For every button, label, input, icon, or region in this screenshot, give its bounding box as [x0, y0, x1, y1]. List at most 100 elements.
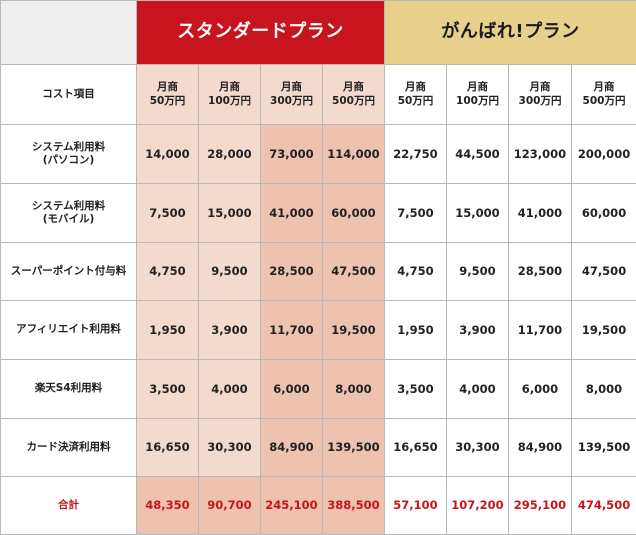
col-line1: 月商: [137, 81, 198, 94]
standard-cost-cell: 114,000: [323, 125, 385, 184]
cost-item-label: アフィリエイト利用料: [1, 301, 137, 360]
ganbare-cost-cell: 8,000: [572, 360, 636, 419]
col-line1: 月商: [323, 81, 384, 94]
ganbare-plan-header: がんばれ!プラン: [385, 1, 636, 65]
total-cell: 57,100: [385, 477, 447, 535]
standard-cost-cell: 11,700: [261, 301, 323, 360]
total-row: 合計 48,350 90,700 245,100 388,500 57,100 …: [1, 477, 636, 535]
standard-cost-cell: 1,950: [137, 301, 199, 360]
standard-cost-cell: 8,000: [323, 360, 385, 419]
standard-cost-cell: 6,000: [261, 360, 323, 419]
cost-item-name: 楽天S4利用料: [1, 382, 136, 395]
total-cell: 107,200: [447, 477, 509, 535]
col-line2: 300万円: [509, 95, 571, 108]
cost-item-name: システム利用料: [1, 141, 136, 154]
cost-item-name: システム利用料: [1, 200, 136, 213]
cost-item-subname: (モバイル): [1, 213, 136, 226]
col-line1: 月商: [385, 81, 446, 94]
standard-cost-cell: 139,500: [323, 419, 385, 477]
cost-item-label: システム利用料(パソコン): [1, 125, 137, 184]
ganbare-cost-cell: 3,900: [447, 301, 509, 360]
standard-cost-cell: 14,000: [137, 125, 199, 184]
plan-header-row: スタンダードプラン がんばれ!プラン: [1, 1, 636, 65]
cost-item-label: スーパーポイント付与料: [1, 243, 137, 301]
cost-item-label: システム利用料(モバイル): [1, 184, 137, 243]
ganbare-cost-cell: 9,500: [447, 243, 509, 301]
ganbare-cost-cell: 30,300: [447, 419, 509, 477]
ganbare-cost-cell: 123,000: [509, 125, 572, 184]
total-cell: 474,500: [572, 477, 636, 535]
col-line1: 月商: [261, 81, 322, 94]
ganbare-cost-cell: 6,000: [509, 360, 572, 419]
ganbare-cost-cell: 19,500: [572, 301, 636, 360]
standard-cost-cell: 4,000: [199, 360, 261, 419]
standard-cost-cell: 3,500: [137, 360, 199, 419]
ganbare-cost-cell: 15,000: [447, 184, 509, 243]
ganbare-cost-cell: 3,500: [385, 360, 447, 419]
cost-item-name: アフィリエイト利用料: [1, 323, 136, 336]
standard-cost-cell: 19,500: [323, 301, 385, 360]
ganbare-cost-cell: 7,500: [385, 184, 447, 243]
cost-item-name: カード決済利用料: [1, 441, 136, 454]
standard-cost-cell: 4,750: [137, 243, 199, 301]
cost-item-header: コスト項目: [1, 65, 137, 125]
standard-cost-cell: 84,900: [261, 419, 323, 477]
standard-cost-cell: 15,000: [199, 184, 261, 243]
standard-plan-header: スタンダードプラン: [137, 1, 385, 65]
col-line2: 50万円: [385, 95, 446, 108]
standard-cost-cell: 60,000: [323, 184, 385, 243]
cost-item-name: スーパーポイント付与料: [1, 265, 136, 278]
col-line1: 月商: [199, 81, 260, 94]
ganbare-cost-cell: 60,000: [572, 184, 636, 243]
col-line2: 50万円: [137, 95, 198, 108]
total-cell: 90,700: [199, 477, 261, 535]
total-cell: 388,500: [323, 477, 385, 535]
corner-cell: [1, 1, 137, 65]
standard-cost-cell: 28,500: [261, 243, 323, 301]
ganbare-cost-cell: 44,500: [447, 125, 509, 184]
col-line2: 500万円: [323, 95, 384, 108]
standard-cost-cell: 3,900: [199, 301, 261, 360]
ganbare-cost-cell: 4,000: [447, 360, 509, 419]
ganbare-cost-cell: 200,000: [572, 125, 636, 184]
col-line2: 300万円: [261, 95, 322, 108]
ganbare-cost-cell: 47,500: [572, 243, 636, 301]
standard-cost-cell: 16,650: [137, 419, 199, 477]
standard-cost-cell: 9,500: [199, 243, 261, 301]
total-cell: 48,350: [137, 477, 199, 535]
total-cell: 245,100: [261, 477, 323, 535]
col-line2: 500万円: [572, 95, 636, 108]
standard-cost-cell: 28,000: [199, 125, 261, 184]
ganbare-cost-cell: 11,700: [509, 301, 572, 360]
col-line1: 月商: [572, 81, 636, 94]
col-line1: 月商: [447, 81, 508, 94]
ganbare-cost-cell: 84,900: [509, 419, 572, 477]
col-line2: 100万円: [199, 95, 260, 108]
col-line2: 100万円: [447, 95, 508, 108]
standard-cost-cell: 47,500: [323, 243, 385, 301]
standard-cost-cell: 30,300: [199, 419, 261, 477]
standard-cost-cell: 41,000: [261, 184, 323, 243]
col-line1: 月商: [509, 81, 571, 94]
total-label: 合計: [1, 477, 137, 535]
cost-item-label: 楽天S4利用料: [1, 360, 137, 419]
ganbare-cost-cell: 139,500: [572, 419, 636, 477]
ganbare-cost-cell: 22,750: [385, 125, 447, 184]
standard-cost-cell: 73,000: [261, 125, 323, 184]
